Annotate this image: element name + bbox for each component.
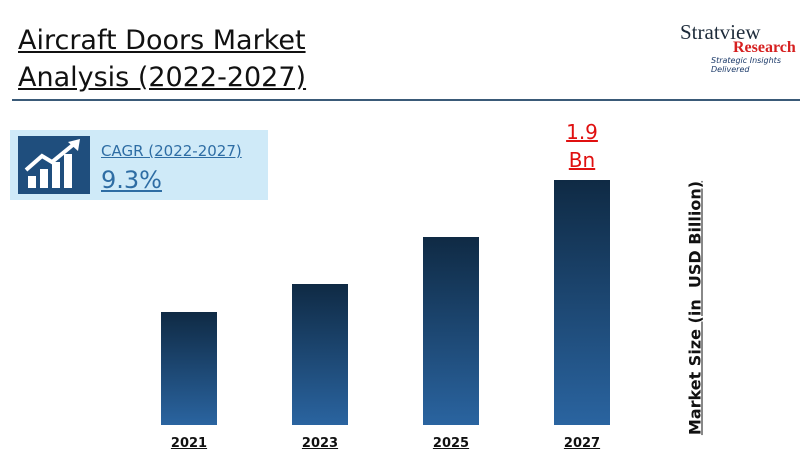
x-tick-label: 2023 (301, 436, 339, 451)
growth-icon (18, 136, 90, 194)
x-tick-label: 2025 (432, 436, 470, 451)
bar (161, 311, 217, 425)
bar (554, 180, 610, 425)
logo-name: Stratview (680, 20, 761, 44)
x-tick-label: 2027 (563, 436, 601, 451)
bar (292, 284, 348, 425)
chart-title: Aircraft Doors Market Analysis (2022-202… (18, 25, 307, 93)
x-tick-label: 2021 (170, 436, 208, 451)
cagr-box (10, 130, 268, 200)
bar (423, 236, 479, 425)
logo-sub: Research (733, 39, 796, 56)
y-axis-label: Market Size (in USD Billion) (685, 180, 705, 436)
value-label: 1.9 Bn (566, 120, 598, 172)
cagr-label: CAGR (2022-2027) (101, 142, 242, 160)
logo-tagline: Strategic Insights Delivered (711, 56, 781, 74)
divider (12, 99, 800, 101)
cagr-value: 9.3% (101, 166, 162, 194)
